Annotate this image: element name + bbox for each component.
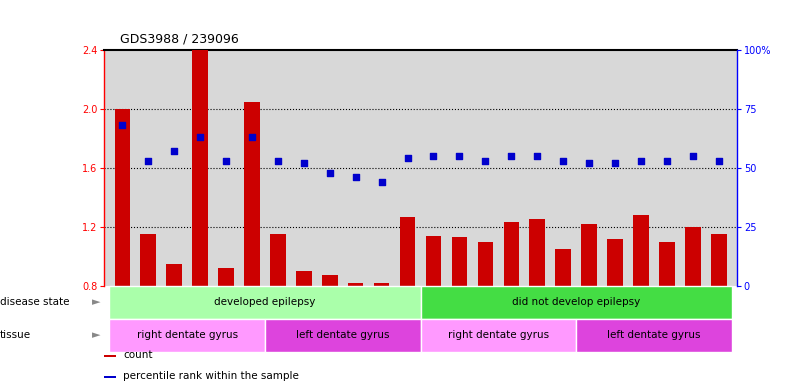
Bar: [104, 354, 115, 357]
Bar: [421, 319, 576, 352]
Text: percentile rank within the sample: percentile rank within the sample: [123, 371, 299, 381]
Text: ►: ►: [91, 297, 100, 307]
Point: [375, 179, 388, 185]
Point: [324, 169, 336, 175]
Bar: [477, 242, 493, 384]
Point: [557, 158, 570, 164]
Bar: [555, 249, 571, 384]
Bar: [582, 224, 597, 384]
Bar: [104, 376, 115, 379]
Text: right dentate gyrus: right dentate gyrus: [136, 330, 238, 340]
Point: [167, 148, 180, 154]
Bar: [607, 238, 623, 384]
Bar: [296, 271, 312, 384]
Point: [219, 158, 232, 164]
Text: left dentate gyrus: left dentate gyrus: [296, 330, 389, 340]
Point: [142, 158, 155, 164]
Bar: [374, 283, 389, 384]
Text: developed epilepsy: developed epilepsy: [214, 297, 316, 307]
Bar: [265, 319, 421, 352]
Bar: [633, 215, 649, 384]
Point: [297, 160, 310, 166]
Point: [427, 153, 440, 159]
Point: [505, 153, 517, 159]
Bar: [192, 50, 208, 384]
Bar: [140, 234, 156, 384]
Bar: [109, 286, 421, 319]
Point: [712, 158, 725, 164]
Bar: [115, 109, 130, 384]
Text: left dentate gyrus: left dentate gyrus: [607, 330, 701, 340]
Point: [272, 158, 284, 164]
Bar: [400, 217, 416, 384]
Point: [479, 158, 492, 164]
Point: [661, 158, 674, 164]
Bar: [452, 237, 467, 384]
Bar: [109, 319, 265, 352]
Point: [453, 153, 466, 159]
Bar: [322, 275, 337, 384]
Point: [686, 153, 699, 159]
Point: [349, 174, 362, 180]
Bar: [504, 222, 519, 384]
Text: right dentate gyrus: right dentate gyrus: [448, 330, 549, 340]
Bar: [244, 101, 260, 384]
Bar: [529, 220, 545, 384]
Bar: [711, 234, 727, 384]
Text: GDS3988 / 239096: GDS3988 / 239096: [120, 32, 239, 45]
Point: [634, 158, 647, 164]
Bar: [270, 234, 286, 384]
Bar: [659, 242, 674, 384]
Bar: [167, 264, 182, 384]
Point: [246, 134, 259, 140]
Point: [609, 160, 622, 166]
Text: ►: ►: [91, 330, 100, 340]
Text: did not develop epilepsy: did not develop epilepsy: [512, 297, 640, 307]
Point: [116, 122, 129, 129]
Bar: [218, 268, 234, 384]
Bar: [576, 319, 732, 352]
Bar: [348, 283, 364, 384]
Point: [194, 134, 207, 140]
Text: count: count: [123, 350, 153, 360]
Bar: [685, 227, 701, 384]
Point: [582, 160, 595, 166]
Bar: [421, 286, 732, 319]
Text: disease state: disease state: [0, 297, 70, 307]
Point: [401, 156, 414, 162]
Bar: [425, 236, 441, 384]
Text: tissue: tissue: [0, 330, 31, 340]
Point: [531, 153, 544, 159]
